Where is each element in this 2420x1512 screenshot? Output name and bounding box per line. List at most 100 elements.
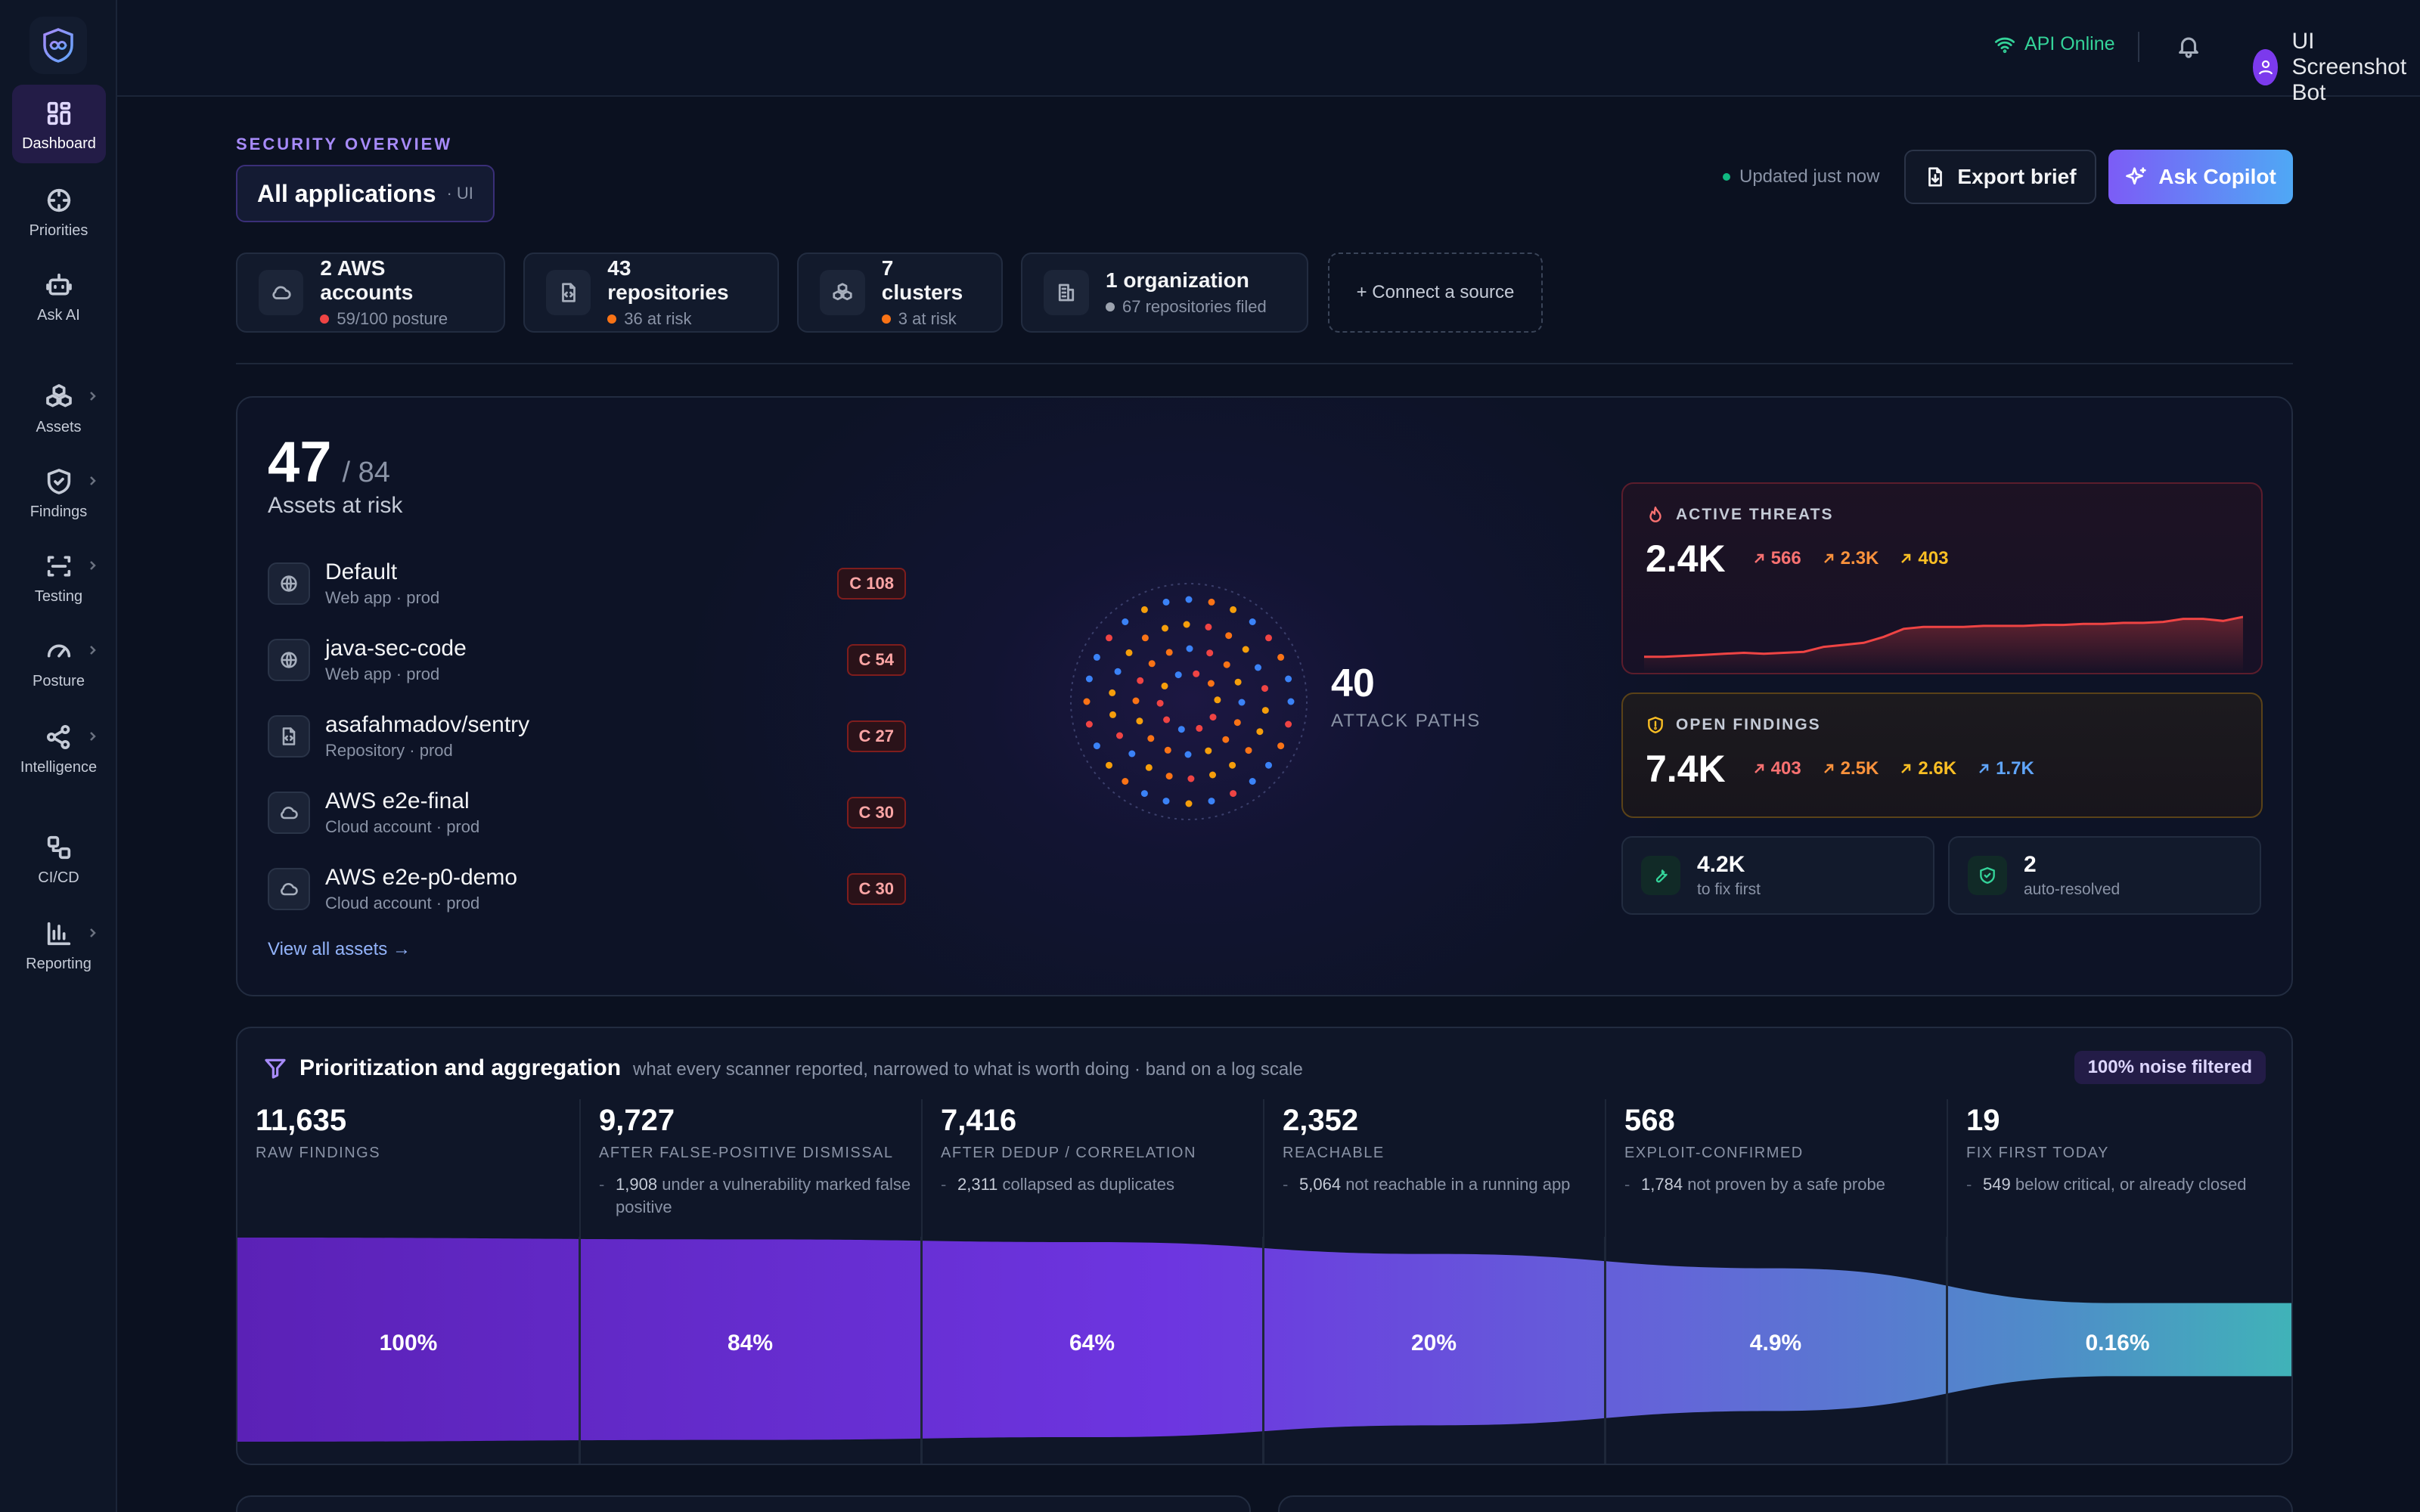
application-selector[interactable]: All applications · UI [236,165,495,222]
export-brief-label: Export brief [1957,165,2077,188]
asset-subtitle: Cloud account · prod [325,817,480,836]
source-card[interactable]: 2 AWS accounts 59/100 posture [236,253,505,333]
attack-path-dot [1122,618,1129,625]
asset-row[interactable]: java-sec-code Web app · prod C 54 [268,628,906,692]
source-text: 7 clusters 3 at risk [881,256,980,329]
stage-percentage: 4.9% [1749,1331,1802,1356]
attack-path-dot [1109,711,1116,718]
export-brief-button[interactable]: Export brief [1904,150,2096,204]
sidebar-item-intelligence[interactable]: Intelligence [0,720,117,776]
view-all-assets-link[interactable]: View all assets → [268,939,411,959]
summary-stat-card[interactable]: 2 auto-resolved [1948,836,2261,915]
sidebar-item-ask-ai[interactable]: Ask AI [0,268,117,324]
source-icon-wrap [546,270,591,315]
attack-path-dot [1085,675,1093,683]
attack-path-dot [1265,634,1272,642]
nav-icon-wrap [42,268,76,302]
stage-detail: 549 below critical, or already closed [1966,1173,2279,1196]
ask-copilot-button[interactable]: Ask Copilot [2108,150,2293,204]
severity-metric-value: 566 [1770,548,1801,569]
logo-icon [43,28,73,63]
source-text: 43 repositories 36 at risk [607,256,756,329]
sidebar-item-ci-cd[interactable]: CI/CD [0,830,117,887]
asset-subtitle: Web app · prod [325,665,440,683]
lower-left-panel [236,1495,1251,1512]
chevron-right-icon [87,730,99,742]
funnel-stage[interactable]: 9,727 AFTER FALSE-POSITIVE DISMISSAL 1,908… [579,1099,921,1464]
summary-stat-card[interactable]: 4.2K to fix first [1621,836,1934,915]
attack-path-dot [1177,726,1185,733]
funnel-band-shape [237,1238,2291,1442]
funnel-stage[interactable]: 19 FIX FIRST TODAY 549 below critical, or … [1947,1099,2288,1464]
stage-percentage: 0.16% [2085,1331,2150,1356]
attack-path-dot [1287,698,1295,705]
chevron-right-icon [87,644,99,656]
arrow-up-right-icon [1754,553,1764,563]
asset-row[interactable]: Default Web app · prod C 108 [268,552,906,615]
workflow-icon [47,835,70,860]
stage-detail: 5,064 not reachable in a running app [1283,1173,1596,1196]
sparkles-icon [2126,167,2146,185]
funnel-stage[interactable]: 7,416 AFTER DEDUP / CORRELATION 2,311 coll… [921,1099,1263,1464]
connect-source-button[interactable]: + Connect a source [1328,253,1543,333]
asset-text: AWS e2e-p0-demo Cloud account · prod [325,865,847,913]
sidebar-item-findings[interactable]: Findings [0,464,117,521]
attack-path-dot [1261,707,1269,714]
source-title: 43 repositories [607,256,729,304]
source-icon-wrap [820,270,865,315]
app-logo[interactable] [29,17,87,74]
severity-metric: 2.6K [1898,758,1956,779]
summary-label: to fix first [1697,881,1761,898]
sidebar-item-testing[interactable]: Testing [0,549,117,606]
noise-filtered-badge: 100% noise filtered [2074,1051,2266,1084]
open-findings-values: 7.4K 403 2.5K 2.6K 1.7K [1646,747,2034,791]
sidebar-item-priorities[interactable]: Priorities [0,183,117,240]
attack-path-dot [1185,800,1193,807]
attack-path-dot [1229,761,1236,769]
sidebar-item-label: Testing [34,588,83,605]
sidebar-item-label: Dashboard [22,135,96,152]
sidebar-item-label: Ask AI [37,307,80,324]
source-card[interactable]: 7 clusters 3 at risk [797,253,1003,333]
updated-status: Updated just now [1723,166,1879,187]
user-menu[interactable]: UI Screenshot Bot [2253,29,2420,106]
attack-path-dot [1132,697,1140,705]
divider [2138,32,2139,62]
asset-row[interactable]: asafahmadov/sentry Repository · prod C 27 [268,705,906,768]
attack-path-dot [1242,646,1249,653]
asset-name: java-sec-code [325,636,467,661]
gauge-icon [47,644,70,658]
stage-detail-count: 1,784 [1641,1175,1683,1194]
sidebar-item-assets[interactable]: Assets [0,380,117,436]
sidebar-item-label: Reporting [26,956,92,972]
attack-path-dot [1109,689,1116,696]
funnel-stage[interactable]: 11,635 RAW FINDINGS [237,1099,579,1464]
source-subtitle-text: 59/100 posture [337,309,448,328]
bot-icon [45,273,72,296]
critical-count-badge: C 30 [846,797,906,829]
source-card[interactable]: 1 organization 67 repositories filed [1021,253,1308,333]
asset-row[interactable]: AWS e2e-p0-demo Cloud account · prod C 30 [268,857,906,921]
attack-path-dot [1209,714,1217,721]
crosshair-icon [47,188,70,212]
nav-icon-wrap [42,464,76,499]
asset-row[interactable]: AWS e2e-final Cloud account · prod C 30 [268,781,906,844]
avatar [2253,49,2279,85]
sidebar-item-dashboard[interactable]: Dashboard [12,85,106,163]
source-status-dot [881,314,891,324]
arrow-up-right-icon [1901,764,1911,773]
attack-path-dot [1255,664,1261,671]
open-findings-card[interactable]: OPEN FINDINGS 7.4K 403 2.5K 2.6K 1.7K [1621,692,2263,818]
notifications-button[interactable] [2176,33,2203,60]
sidebar-item-posture[interactable]: Posture [0,634,117,690]
open-findings-header: OPEN FINDINGS [1646,715,1821,735]
stage-count: 2,352 [1283,1104,1359,1137]
funnel-stage[interactable]: 2,352 REACHABLE 5,064 not reachable in a r… [1263,1099,1605,1464]
active-threats-header: ACTIVE THREATS [1646,505,1833,525]
funnel-stage[interactable]: 568 EXPLOIT-CONFIRMED 1,784 not proven by … [1605,1099,1947,1464]
sidebar-item-reporting[interactable]: Reporting [0,916,117,973]
source-card[interactable]: 43 repositories 36 at risk [523,253,779,333]
active-threats-card[interactable]: ACTIVE THREATS 2.4K 566 2.3K 403 [1621,482,2263,674]
stage-detail-text: collapsed as duplicates [1002,1175,1175,1194]
severity-metric: 2.3K [1821,548,1879,569]
